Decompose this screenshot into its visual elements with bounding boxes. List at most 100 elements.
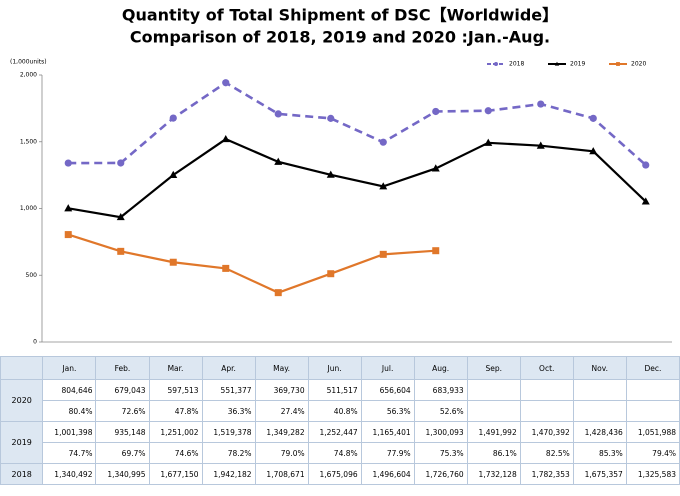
table-cell: 1,340,995 bbox=[95, 463, 150, 485]
table-cell: 1,001,398 bbox=[42, 421, 97, 443]
table-cell: 683,933 bbox=[413, 379, 468, 401]
y-tick-label: 0 bbox=[33, 339, 37, 346]
table-cell: May. bbox=[254, 356, 309, 380]
point bbox=[641, 197, 650, 205]
table-cell: 40.8% bbox=[307, 400, 362, 422]
y-tick-label: 2,000 bbox=[20, 72, 37, 79]
table-cell: 82.5% bbox=[519, 442, 574, 464]
table-cell: 1,428,436 bbox=[572, 421, 627, 443]
table-row: 2020 804,646 679,043 597,513 551,377 369,730 5… bbox=[0, 379, 680, 422]
point bbox=[222, 79, 230, 87]
legend-marker bbox=[554, 61, 560, 66]
table-cell: 1,251,002 bbox=[148, 421, 203, 443]
table-cell: Jan. bbox=[42, 356, 97, 380]
table-cell: 1,675,096 bbox=[307, 463, 362, 485]
table-cell bbox=[625, 400, 680, 422]
table-cell: 369,730 bbox=[254, 379, 309, 401]
table-cell: 1,708,671 bbox=[254, 463, 309, 485]
table-cell: 1,349,282 bbox=[254, 421, 309, 443]
point bbox=[169, 114, 177, 122]
table-cell: Aug. bbox=[413, 356, 468, 380]
table-cell: 2019 bbox=[0, 421, 44, 464]
point bbox=[64, 204, 73, 212]
table-cell: 804,646 bbox=[42, 379, 97, 401]
point bbox=[536, 141, 545, 149]
table-cell: Feb. bbox=[95, 356, 150, 380]
table-cell: 1,726,760 bbox=[413, 463, 468, 485]
table-cell: 1,675,357 bbox=[572, 463, 627, 485]
chart-subtitle: Comparison of 2018, 2019 and 2020 :Jan.-… bbox=[130, 28, 550, 47]
table-cell: 2018 bbox=[0, 463, 44, 485]
table-cell: 78.2% bbox=[201, 442, 256, 464]
legend-label: 2018 bbox=[509, 61, 524, 68]
point bbox=[431, 164, 440, 172]
table-cell bbox=[572, 379, 627, 401]
table-cell: 1,732,128 bbox=[466, 463, 521, 485]
table-cell: 79.0% bbox=[254, 442, 309, 464]
point bbox=[642, 161, 650, 169]
point bbox=[117, 247, 125, 255]
point bbox=[484, 107, 492, 115]
table-cell: 27.4% bbox=[254, 400, 309, 422]
point bbox=[327, 114, 335, 122]
chart: Quantity of Total Shipment of DSC【Worldw… bbox=[10, 6, 672, 346]
table-cell: 36.3% bbox=[201, 400, 256, 422]
table-cell: 1,340,492 bbox=[42, 463, 97, 485]
table-cell: 551,377 bbox=[201, 379, 256, 401]
point bbox=[169, 258, 177, 266]
table-cell: 2020 bbox=[0, 379, 44, 422]
data-table: Jan. Feb. Mar. Apr. May. Jun. Jul. Aug. Sep. Oct.… bbox=[0, 356, 680, 485]
table-cell: 80.4% bbox=[42, 400, 97, 422]
table-cell: 597,513 bbox=[148, 379, 203, 401]
table-cell: 77.9% bbox=[360, 442, 415, 464]
table-cell bbox=[466, 400, 521, 422]
table-cell bbox=[519, 400, 574, 422]
point bbox=[537, 100, 545, 108]
series-line bbox=[68, 137, 647, 219]
table-cell: 1,519,378 bbox=[201, 421, 256, 443]
table-cell bbox=[0, 356, 44, 380]
table-cell: Apr. bbox=[201, 356, 256, 380]
table-cell: 1,782,353 bbox=[519, 463, 574, 485]
table-cell bbox=[519, 379, 574, 401]
table-cell: Nov. bbox=[572, 356, 627, 380]
point bbox=[222, 264, 230, 272]
point bbox=[379, 182, 388, 190]
table-cell: 1,325,583 bbox=[625, 463, 680, 485]
point bbox=[117, 159, 125, 167]
table-cell: 1,252,447 bbox=[307, 421, 362, 443]
point bbox=[64, 159, 72, 167]
table-cell: 679,043 bbox=[95, 379, 150, 401]
point bbox=[221, 134, 230, 143]
table-cell bbox=[466, 379, 521, 401]
table-cell: Mar. bbox=[148, 356, 203, 380]
table-cell: 74.7% bbox=[42, 442, 97, 464]
point bbox=[274, 110, 282, 118]
table-cell: 72.6% bbox=[95, 400, 150, 422]
table-row: Jan. Feb. Mar. Apr. May. Jun. Jul. Aug. Sep. Oct.… bbox=[0, 356, 680, 380]
table-cell: 656,604 bbox=[360, 379, 415, 401]
series-line bbox=[67, 233, 436, 294]
table-row: 80.4% 72.6% 47.8% 36.3% 27.4% 40.8% 56.3% 52.6% bbox=[1, 400, 680, 422]
point bbox=[432, 247, 440, 255]
legend-label: 2020 bbox=[631, 61, 646, 68]
y-tick-label: 500 bbox=[26, 272, 38, 279]
table-row: 74.7% 69.7% 74.6% 78.2% 79.0% 74.8% 77.9% 75.3%… bbox=[1, 442, 680, 464]
legend-marker bbox=[494, 62, 498, 66]
table-cell: Jul. bbox=[360, 356, 415, 380]
table-cell bbox=[572, 400, 627, 422]
table-cell: 75.3% bbox=[413, 442, 468, 464]
point bbox=[326, 170, 335, 178]
table-cell: 74.8% bbox=[307, 442, 362, 464]
table-cell: 1,942,182 bbox=[201, 463, 256, 485]
table-cell: Jun. bbox=[307, 356, 362, 380]
table-cell bbox=[625, 379, 680, 401]
table-cell: 85.3% bbox=[572, 442, 627, 464]
table-row: 2019 1,001,398 935,148 1,251,002 1,519,378 1,… bbox=[0, 421, 680, 464]
series-line bbox=[68, 81, 647, 167]
table-cell: 79.4% bbox=[625, 442, 680, 464]
table-cell: Dec. bbox=[625, 356, 680, 380]
y-unit-label: (1,000units) bbox=[10, 59, 47, 66]
table-cell: 1,496,604 bbox=[360, 463, 415, 485]
